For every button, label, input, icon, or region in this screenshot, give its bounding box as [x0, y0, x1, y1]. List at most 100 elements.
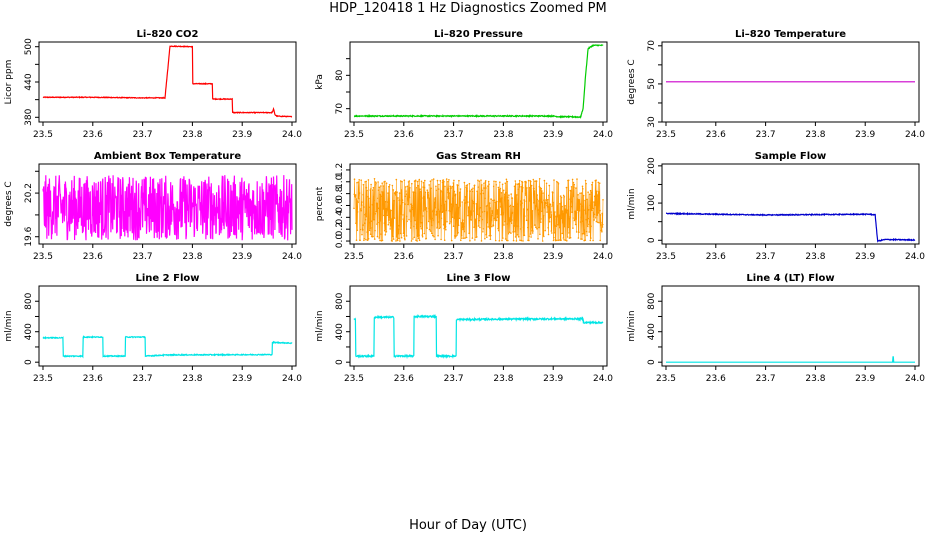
data-point — [395, 178, 398, 181]
data-point — [478, 214, 480, 217]
data-point — [537, 209, 540, 211]
data-point — [367, 195, 369, 198]
data-point — [474, 221, 477, 223]
data-point — [544, 202, 547, 205]
data-point — [391, 240, 394, 242]
data-point — [502, 237, 504, 239]
data-point — [537, 238, 539, 240]
data-point — [532, 230, 534, 232]
y-tick-label: 0 — [647, 359, 657, 365]
data-point — [460, 239, 462, 242]
y-tick-label: 20.2 — [24, 183, 34, 203]
x-tick-label: 23.9 — [232, 374, 252, 384]
data-point — [410, 240, 413, 242]
data-point — [556, 180, 558, 183]
data-point — [392, 189, 395, 191]
data-point — [402, 218, 405, 220]
data-point — [454, 193, 457, 196]
data-point — [459, 205, 462, 207]
x-tick-label: 23.8 — [182, 374, 202, 384]
data-point — [436, 226, 439, 228]
data-point — [451, 185, 454, 188]
y-tick-label: 0 — [647, 237, 657, 243]
data-point — [364, 218, 367, 221]
data-point — [490, 198, 493, 201]
data-point — [599, 214, 602, 216]
data-point — [602, 199, 604, 201]
data-point — [541, 210, 543, 213]
data-point — [513, 208, 516, 210]
data-point — [356, 208, 358, 210]
data-point — [421, 197, 423, 199]
data-point — [364, 213, 367, 215]
data-point — [595, 179, 597, 181]
data-point — [410, 220, 412, 222]
data-point — [483, 182, 485, 185]
data-point — [434, 198, 436, 200]
data-point — [538, 200, 540, 202]
series-line — [42, 45, 293, 118]
plot-frame — [349, 41, 608, 123]
data-point — [528, 235, 530, 237]
data-point — [369, 227, 371, 230]
data-point — [477, 179, 479, 182]
data-point — [552, 239, 555, 242]
data-point — [455, 203, 458, 206]
data-point — [394, 194, 397, 196]
data-point — [507, 219, 510, 221]
data-point — [389, 228, 392, 230]
data-point — [365, 238, 367, 241]
data-point — [433, 202, 436, 204]
data-point — [408, 180, 411, 182]
data-point — [385, 228, 387, 231]
data-point — [442, 224, 445, 226]
data-point — [519, 200, 522, 202]
x-tick-label: 23.5 — [656, 130, 676, 140]
data-point — [466, 201, 469, 203]
data-point — [530, 184, 533, 187]
panel-title: Li–820 Pressure — [434, 29, 523, 40]
data-point — [382, 208, 385, 210]
y-axis-label: percent — [315, 186, 325, 221]
data-point — [574, 218, 576, 220]
data-point — [541, 201, 544, 203]
data-point — [507, 239, 509, 242]
data-point — [479, 215, 482, 217]
data-point — [419, 188, 421, 190]
data-point — [600, 229, 603, 231]
data-point — [491, 225, 493, 228]
data-point — [464, 237, 467, 239]
data-point — [518, 184, 521, 186]
data-point — [374, 213, 377, 215]
data-point — [367, 179, 370, 181]
x-tick-label: 23.9 — [855, 374, 875, 384]
data-point — [566, 240, 568, 242]
data-point — [453, 190, 456, 193]
data-point — [453, 217, 456, 220]
data-point — [417, 234, 420, 236]
data-point — [562, 212, 564, 214]
data-point — [357, 201, 359, 204]
data-point — [576, 178, 578, 180]
data-point — [590, 237, 592, 239]
x-tick-label: 23.5 — [656, 374, 676, 384]
data-point — [562, 237, 565, 239]
data-point — [554, 225, 556, 227]
data-point — [518, 179, 521, 182]
data-point — [438, 183, 440, 186]
data-point — [549, 203, 552, 206]
data-point — [426, 189, 429, 191]
data-point — [356, 229, 359, 232]
data-point — [457, 231, 459, 234]
data-point — [390, 224, 392, 227]
x-tick-label: 24.0 — [905, 252, 925, 262]
data-point — [454, 237, 456, 239]
data-point — [515, 240, 518, 242]
data-point — [553, 179, 555, 181]
data-point — [513, 185, 516, 188]
data-point — [538, 178, 541, 180]
data-point — [447, 197, 450, 200]
data-point — [443, 227, 446, 230]
data-point — [509, 218, 511, 220]
data-point — [388, 185, 390, 188]
